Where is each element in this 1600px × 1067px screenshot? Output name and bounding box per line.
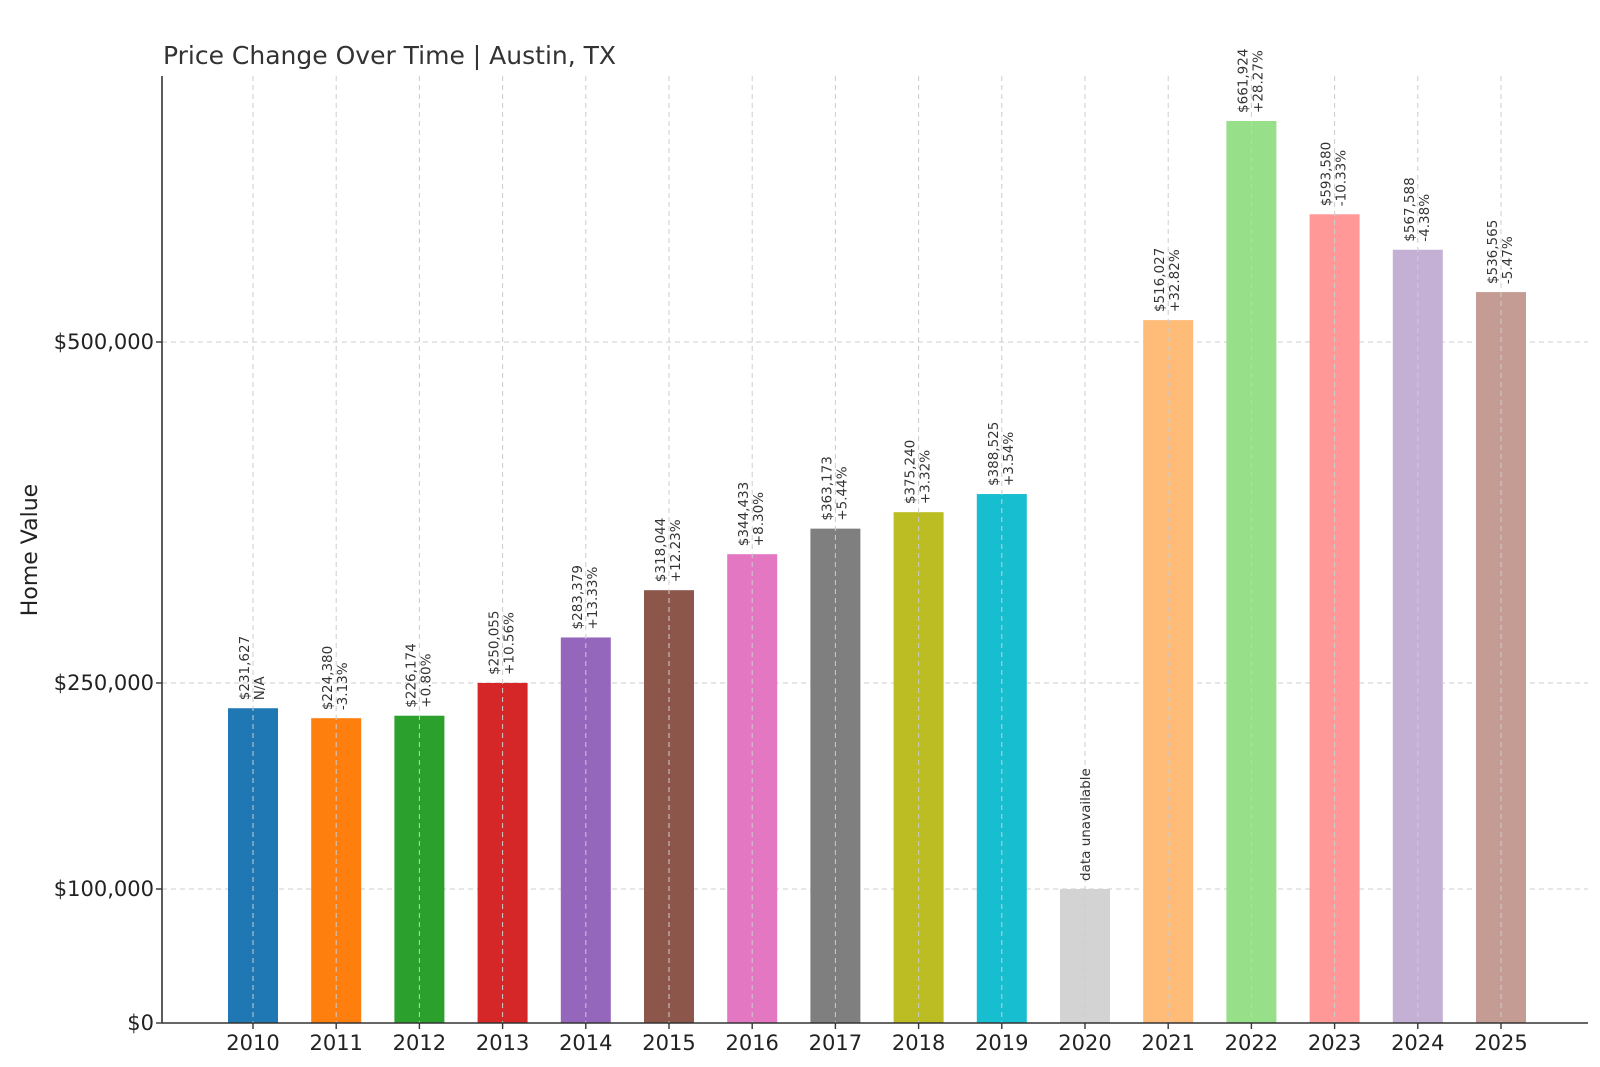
x-tick-label: 2017 xyxy=(809,1031,862,1055)
change-label: +3.54% xyxy=(1001,432,1017,486)
x-tick-label: 2012 xyxy=(393,1031,446,1055)
x-tick-label: 2025 xyxy=(1474,1031,1527,1055)
change-label: -4.38% xyxy=(1417,194,1433,242)
bar-2014 xyxy=(560,637,611,1023)
y-axis-label: Home Value xyxy=(18,484,43,616)
value-label: $516,027 xyxy=(1152,248,1168,312)
x-tick-label: 2014 xyxy=(559,1031,612,1055)
change-label: +3.32% xyxy=(918,450,934,504)
change-label: +5.44% xyxy=(834,466,850,520)
bar-2020 xyxy=(1060,889,1110,1023)
change-label: N/A xyxy=(252,676,268,701)
x-tick-label: 2011 xyxy=(309,1031,362,1055)
value-label: $363,173 xyxy=(819,456,835,520)
y-tick-label: $0 xyxy=(127,1011,154,1035)
ticks-layer: $0 $100,000 $250,000 $500,000 2010 2011 2012 20… xyxy=(54,330,1528,1055)
change-label: -5.47% xyxy=(1500,236,1516,284)
value-label: $250,055 xyxy=(487,611,503,675)
value-label: $661,924 xyxy=(1235,49,1251,113)
value-label: $375,240 xyxy=(903,440,919,504)
x-tick-label: 2013 xyxy=(476,1031,529,1055)
value-label: $388,525 xyxy=(986,422,1002,486)
x-tick-label: 2024 xyxy=(1391,1031,1444,1055)
x-tick-label: 2015 xyxy=(642,1031,695,1055)
change-label: +0.80% xyxy=(418,653,434,707)
chart-title: Price Change Over Time | Austin, TX xyxy=(163,41,616,70)
change-label: +28.27% xyxy=(1250,50,1266,113)
change-label: +10.56% xyxy=(502,612,518,675)
value-label: $226,174 xyxy=(403,643,419,707)
x-tick-label: 2018 xyxy=(892,1031,945,1055)
bars-layer xyxy=(228,120,1526,1024)
x-tick-label: 2016 xyxy=(725,1031,778,1055)
value-label: $567,588 xyxy=(1402,177,1418,241)
data-unavailable-label: data unavailable xyxy=(1078,768,1094,881)
value-label: $318,044 xyxy=(653,518,669,582)
y-tick-label: $100,000 xyxy=(54,877,154,901)
x-tick-label: 2022 xyxy=(1225,1031,1278,1055)
y-tick-label: $250,000 xyxy=(54,671,154,695)
change-label: +8.30% xyxy=(751,492,767,546)
x-tick-label: 2010 xyxy=(226,1031,279,1055)
bar-2018 xyxy=(893,512,944,1023)
y-tick-label: $500,000 xyxy=(54,330,154,354)
data-labels-layer: $231,627 N/A $224,380 -3.13% $226,174 +0.80% $… xyxy=(237,49,1516,1023)
value-label: $593,580 xyxy=(1319,142,1335,206)
value-label: $231,627 xyxy=(237,636,253,700)
x-tick-label: 2019 xyxy=(975,1031,1028,1055)
x-tick-label: 2020 xyxy=(1058,1031,1111,1055)
change-label: -3.13% xyxy=(335,662,351,710)
value-label: $283,379 xyxy=(570,565,586,629)
axes-layer xyxy=(161,76,1588,1024)
grid-layer xyxy=(162,341,1588,890)
value-label: $224,380 xyxy=(320,646,336,710)
x-tick-label: 2021 xyxy=(1141,1031,1194,1055)
x-tick-label: 2023 xyxy=(1308,1031,1361,1055)
value-label: $344,433 xyxy=(736,482,752,546)
change-label: +13.33% xyxy=(585,567,601,630)
change-label: +12.23% xyxy=(668,519,684,582)
value-label: $536,565 xyxy=(1485,220,1501,284)
change-label: -10.33% xyxy=(1334,150,1350,207)
change-label: +32.82% xyxy=(1167,249,1183,312)
